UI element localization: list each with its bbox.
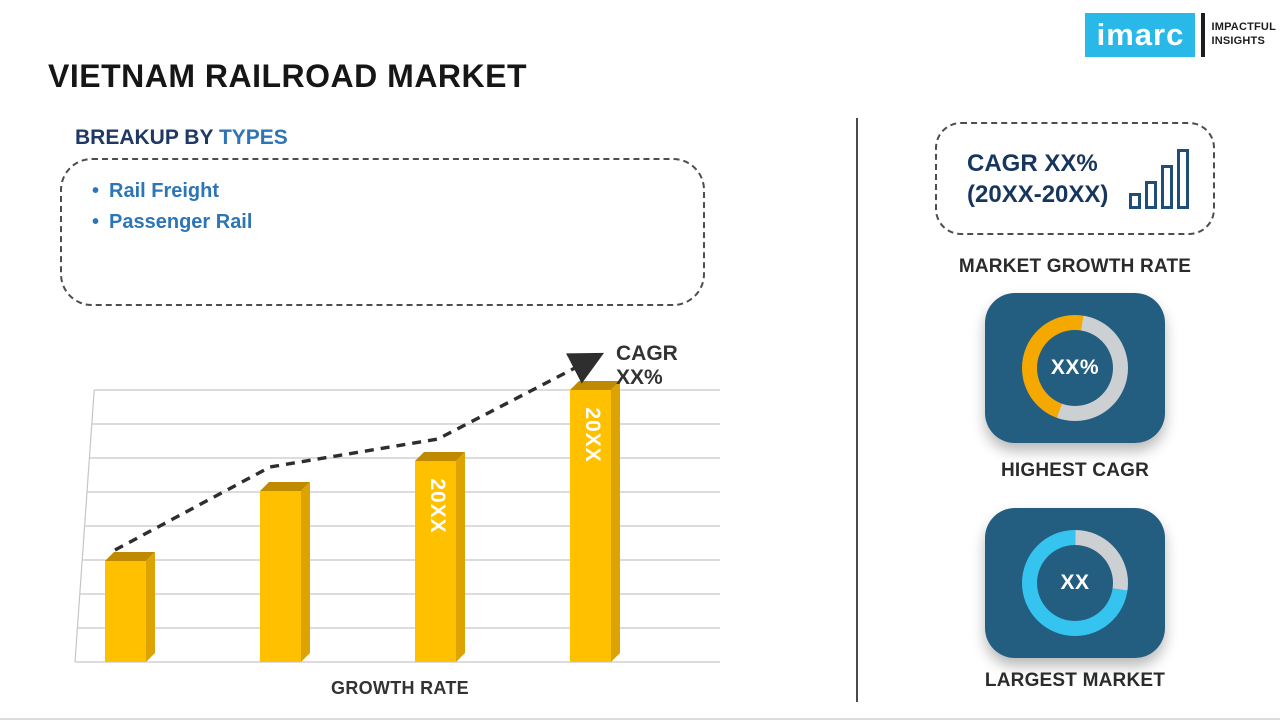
logo-tagline-line2: INSIGHTS xyxy=(1211,35,1266,47)
imarc-logo: imarc IMPACTFUL INSIGHTS xyxy=(1085,13,1276,57)
cagr-annotation: CAGR XX% xyxy=(616,342,678,389)
breakup-types-box: Rail FreightPassenger Rail xyxy=(60,158,705,306)
chart-x-label: GROWTH RATE xyxy=(331,678,469,698)
vertical-divider xyxy=(856,118,858,702)
largest-market-tile: XX xyxy=(985,508,1165,658)
bar-chart-canvas: 20XX 20XX xyxy=(70,340,730,680)
svg-text:20XX: 20XX xyxy=(426,478,449,533)
logo-tagline: IMPACTFUL INSIGHTS xyxy=(1211,21,1276,49)
logo-divider xyxy=(1201,13,1206,57)
breakup-list: Rail FreightPassenger Rail xyxy=(62,160,703,238)
cagr-summary-text: CAGR XX% (20XX-20XX) xyxy=(967,148,1108,210)
logo-tagline-line1: IMPACTFUL xyxy=(1211,21,1276,34)
breakup-item: Passenger Rail xyxy=(92,207,703,238)
svg-text:20XX: 20XX xyxy=(581,407,604,462)
bar-chart-icon xyxy=(1129,148,1189,209)
growth-bar-chart: 20XX 20XX CAGR XX% xyxy=(70,340,730,675)
largest-market-value: XX xyxy=(1060,571,1090,594)
breakup-item: Rail Freight xyxy=(92,176,703,207)
page-title: VIETNAM RAILROAD MARKET xyxy=(48,58,528,94)
breakup-heading-prefix: BREAKUP BY xyxy=(75,126,214,149)
highest-cagr-label: HIGHEST CAGR xyxy=(1000,460,1150,481)
highest-cagr-donut: XX% xyxy=(1022,315,1128,421)
breakup-heading-accent: TYPES xyxy=(218,126,288,149)
cagr-summary-line1: CAGR XX% xyxy=(967,149,1098,177)
market-growth-rate-label: MARKET GROWTH RATE xyxy=(958,256,1192,277)
highest-cagr-value: XX% xyxy=(1050,356,1100,379)
growth-bar-chart-svg: 20XX 20XX xyxy=(74,352,720,663)
highest-cagr-tile: XX% xyxy=(985,293,1165,443)
imarc-logo-wordmark: imarc xyxy=(1085,13,1196,57)
largest-market-label: LARGEST MARKET xyxy=(984,670,1166,691)
largest-market-donut: XX xyxy=(1022,530,1128,636)
breakup-heading: BREAKUP BY TYPES xyxy=(75,126,288,150)
cagr-summary-line2: (20XX-20XX) xyxy=(967,180,1109,208)
cagr-summary-box: CAGR XX% (20XX-20XX) xyxy=(935,122,1215,235)
